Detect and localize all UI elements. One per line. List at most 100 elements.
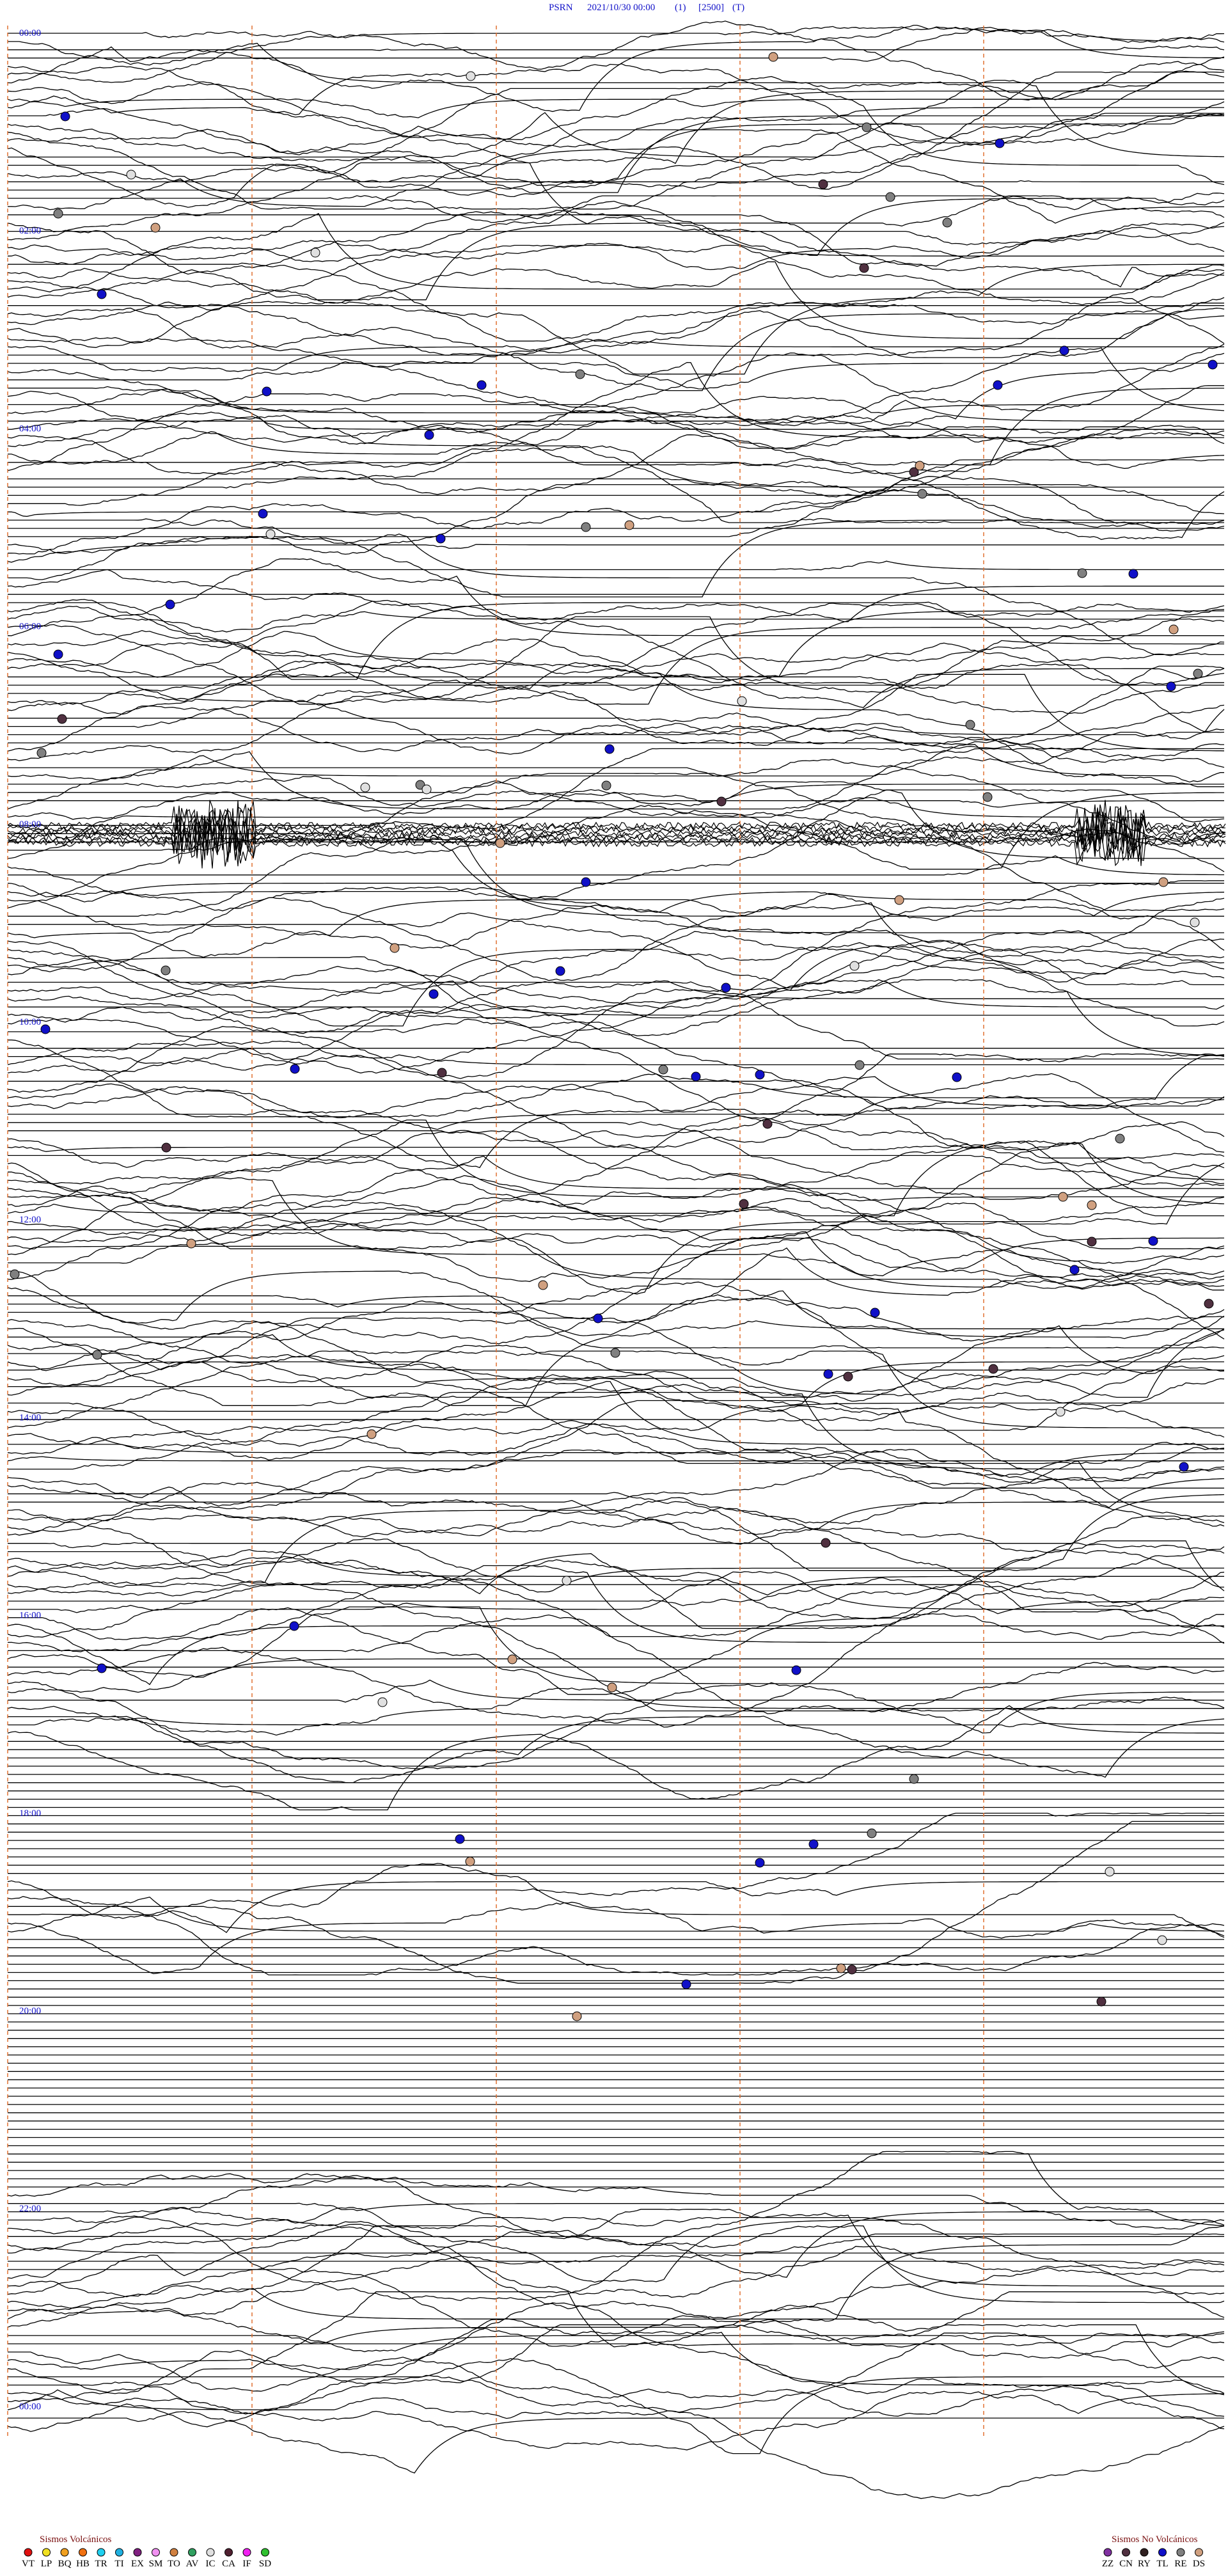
trace — [7, 1119, 1224, 1201]
event-dot — [909, 467, 919, 477]
legend-swatch — [152, 2548, 160, 2557]
trace — [8, 2358, 1224, 2454]
trace — [7, 2216, 1225, 2318]
trace — [7, 56, 1225, 210]
trace — [7, 938, 1225, 1004]
event-dot — [915, 461, 925, 471]
trace — [8, 1079, 1225, 1158]
trace — [7, 1549, 1224, 1596]
trace — [7, 1606, 1224, 1693]
event-dot — [390, 943, 400, 953]
trace — [8, 1577, 1224, 1615]
trace — [8, 425, 1225, 494]
mode: (T) — [732, 3, 744, 13]
trace — [7, 2324, 1225, 2403]
trace — [7, 883, 1224, 903]
trace — [7, 1624, 1224, 1686]
time-label: 12:00 — [19, 1215, 41, 1225]
trace — [8, 1188, 1225, 1339]
legend-swatch — [1195, 2548, 1203, 2557]
event-dot — [53, 649, 63, 660]
station: PSRN — [549, 3, 573, 13]
event-dot — [755, 1858, 765, 1868]
legend-swatch — [133, 2548, 142, 2557]
event-dot — [1148, 1236, 1158, 1246]
trace — [8, 1392, 1225, 1438]
trace — [7, 1142, 1225, 1224]
trace — [8, 1812, 1224, 1896]
trace — [8, 2206, 1225, 2283]
trace — [7, 1515, 1225, 1620]
event-dot — [854, 1060, 865, 1070]
legend-code: HB — [76, 2559, 90, 2569]
trace — [7, 1320, 1224, 1406]
trace — [8, 195, 1225, 256]
trace — [7, 1654, 1224, 1678]
trace — [7, 71, 1225, 208]
trace — [7, 484, 1225, 563]
trace — [7, 489, 1225, 528]
event-dot — [1105, 1867, 1115, 1877]
trace — [7, 606, 1225, 633]
event-dot — [982, 792, 993, 802]
trace — [7, 1450, 1225, 1537]
event-dot — [377, 1697, 388, 1707]
event-dot — [92, 1350, 102, 1360]
trace — [7, 1687, 1224, 1736]
event-dot — [53, 209, 63, 219]
event-dot — [691, 1071, 701, 1082]
event-dot — [562, 1576, 572, 1586]
legend-code: TL — [1156, 2559, 1168, 2569]
trace — [7, 1171, 1225, 1249]
trace — [8, 663, 1225, 732]
trace — [7, 631, 1225, 681]
trace — [8, 1109, 1224, 1130]
trace — [7, 599, 1224, 683]
trace — [7, 1450, 1225, 1533]
trace — [7, 2390, 1224, 2451]
event-dot — [593, 1313, 603, 1324]
trace — [8, 2261, 1225, 2266]
event-dot — [681, 1979, 691, 1989]
event-dot — [604, 744, 615, 754]
trace — [7, 603, 1225, 700]
time-label: 10:00 — [19, 1017, 41, 1027]
event-dot — [965, 720, 975, 730]
legend-code: VT — [22, 2559, 35, 2569]
trace — [7, 812, 1226, 864]
event-dot — [538, 1280, 548, 1290]
trace — [8, 88, 1225, 186]
trace — [8, 704, 1225, 749]
trace — [8, 1382, 1225, 1464]
trace — [8, 214, 1225, 288]
event-dot — [572, 2011, 582, 2021]
event-dot — [57, 714, 67, 724]
trace — [8, 828, 1225, 845]
event-dot — [1069, 1265, 1080, 1275]
event-dot — [847, 1964, 857, 1975]
trace — [8, 1352, 1225, 1431]
trace — [8, 1906, 1225, 1984]
event-dot — [1058, 1192, 1068, 1202]
trace — [7, 1896, 1224, 1932]
trace — [7, 2221, 1225, 2298]
event-dot — [894, 895, 904, 905]
trace — [7, 1821, 1224, 1976]
event-dot — [366, 1429, 377, 1439]
trace — [7, 818, 1226, 869]
trace — [7, 1040, 1224, 1066]
event-dot — [1096, 1996, 1106, 2007]
trace — [7, 1437, 1224, 1477]
event-dot — [821, 1538, 831, 1548]
event-dot — [1208, 360, 1218, 370]
trace — [7, 1321, 1225, 1402]
legend-swatch — [60, 2548, 69, 2557]
event-dot — [1157, 1935, 1167, 1945]
trace — [7, 1460, 1225, 1538]
trace — [7, 390, 1225, 443]
event-dot — [610, 1348, 620, 1358]
event-dot — [424, 430, 434, 440]
event-dot — [436, 533, 446, 544]
trace — [7, 897, 1225, 981]
event-dot — [601, 780, 611, 791]
